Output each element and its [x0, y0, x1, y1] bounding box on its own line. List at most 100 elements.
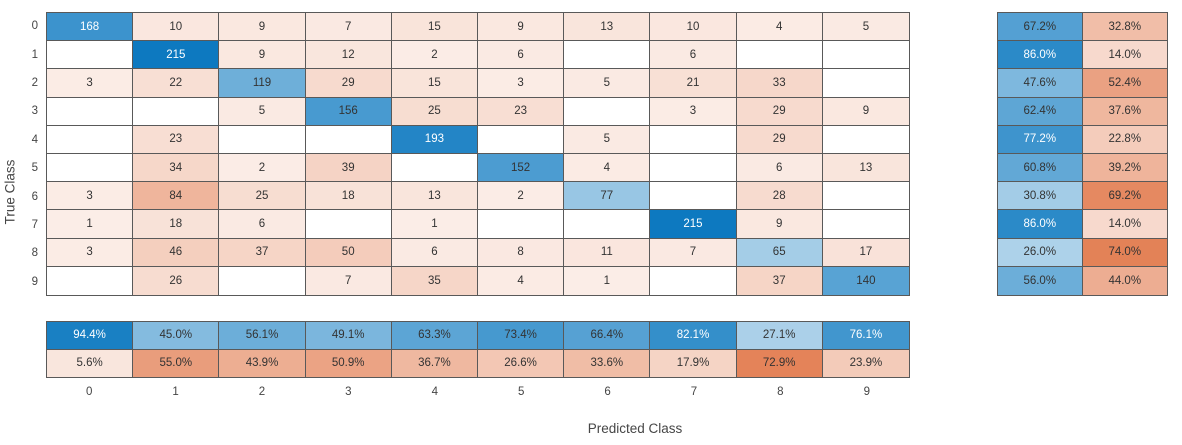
y-tick-label: 2 [31, 76, 38, 89]
row-summary-cell: 56.0% [998, 266, 1083, 295]
matrix-cell [564, 97, 651, 126]
row-summary-cell: 39.2% [1082, 154, 1167, 183]
matrix-cell: 3 [47, 238, 134, 267]
x-tick-label: 9 [863, 386, 870, 398]
x-tick-label: 3 [345, 386, 352, 398]
matrix-cell [477, 125, 565, 154]
matrix-cell: 215 [650, 210, 737, 239]
column-summary-cell: 23.9% [822, 349, 909, 377]
row-summary-cell: 86.0% [998, 210, 1083, 239]
y-tick-label: 6 [31, 190, 38, 203]
matrix-cell: 6 [219, 210, 306, 239]
y-tick-label: 1 [31, 48, 38, 61]
matrix-cell: 6 [650, 41, 737, 70]
row-summary-cell: 37.6% [1082, 97, 1167, 126]
matrix-cell: 5 [564, 125, 651, 154]
matrix-cell: 37 [219, 238, 306, 267]
matrix-cell [219, 125, 306, 154]
matrix-cell: 15 [391, 69, 478, 98]
matrix-cell: 2 [219, 154, 306, 183]
matrix-cell: 21 [650, 69, 737, 98]
column-summary-cell: 17.9% [650, 349, 737, 377]
x-tick-label: 8 [777, 386, 784, 398]
matrix-cell: 7 [305, 266, 392, 295]
matrix-cell: 46 [133, 238, 220, 267]
matrix-cell: 9 [822, 97, 909, 126]
y-tick-label: 8 [31, 247, 38, 260]
matrix-cell: 50 [305, 238, 392, 267]
matrix-cell: 6 [736, 154, 823, 183]
matrix-cell: 215 [133, 41, 220, 70]
matrix-cell: 2 [477, 182, 565, 211]
x-tick-label: 1 [172, 386, 179, 398]
matrix-cell [822, 125, 909, 154]
row-summary-cell: 60.8% [998, 154, 1083, 183]
matrix-cell [564, 41, 651, 70]
confusion-matrix-grid: 168 10 9 7 15 9 13 10 4 5 215 9 12 2 6 6 3 22 119 29 15 3 5 21 3… [46, 12, 910, 296]
matrix-cell [822, 41, 909, 70]
matrix-cell [47, 125, 134, 154]
matrix-cell: 3 [47, 182, 134, 211]
matrix-cell: 37 [736, 266, 823, 295]
matrix-cell: 140 [822, 266, 909, 295]
matrix-cell [822, 69, 909, 98]
y-tick-label: 0 [31, 20, 38, 33]
matrix-cell: 4 [477, 266, 565, 295]
matrix-cell [391, 154, 478, 183]
matrix-cell: 9 [219, 41, 306, 70]
matrix-cell: 1 [47, 210, 134, 239]
matrix-cell [47, 154, 134, 183]
matrix-cell [564, 210, 651, 239]
matrix-cell [305, 210, 392, 239]
matrix-cell: 29 [305, 69, 392, 98]
matrix-cell: 15 [391, 13, 478, 42]
x-tick-label: 7 [690, 386, 698, 398]
column-summary-cell: 66.4% [564, 322, 651, 350]
row-summary-cell: 44.0% [1082, 266, 1167, 295]
row-summary-cell: 62.4% [998, 97, 1083, 126]
matrix-cell: 28 [736, 182, 823, 211]
matrix-cell [650, 182, 737, 211]
matrix-cell: 10 [650, 13, 737, 42]
column-summary-cell: 33.6% [564, 349, 651, 377]
matrix-cell [650, 266, 737, 295]
matrix-cell: 4 [736, 13, 823, 42]
row-summary-cell: 32.8% [1082, 13, 1167, 42]
matrix-cell [736, 41, 823, 70]
matrix-cell [305, 125, 392, 154]
x-tick-label: 2 [258, 386, 266, 398]
matrix-cell: 77 [564, 182, 651, 211]
matrix-cell: 9 [477, 13, 565, 42]
matrix-cell [47, 266, 134, 295]
matrix-cell [650, 125, 737, 154]
matrix-cell: 65 [736, 238, 823, 267]
row-summary-cell: 47.6% [998, 69, 1083, 98]
matrix-cell: 3 [650, 97, 737, 126]
column-summary-cell: 82.1% [650, 322, 737, 350]
matrix-cell [822, 210, 909, 239]
x-axis-label: Predicted Class [587, 421, 683, 436]
y-tick-label: 5 [31, 162, 38, 175]
row-summary-cell: 14.0% [1082, 210, 1167, 239]
row-summary-cell: 14.0% [1082, 41, 1167, 70]
column-summary-cell: 45.0% [133, 322, 220, 350]
matrix-cell: 8 [477, 238, 565, 267]
matrix-cell [477, 210, 565, 239]
row-summary-cell: 77.2% [998, 125, 1083, 154]
matrix-cell [219, 266, 306, 295]
matrix-cell: 2 [391, 41, 478, 70]
y-tick-label: 4 [31, 133, 38, 146]
matrix-cell: 156 [305, 97, 392, 126]
matrix-cell: 6 [477, 41, 565, 70]
row-summary-cell: 22.8% [1082, 125, 1167, 154]
matrix-cell: 35 [391, 266, 478, 295]
row-summary-cell: 74.0% [1082, 238, 1167, 267]
matrix-cell: 84 [133, 182, 220, 211]
matrix-cell: 13 [564, 13, 651, 42]
row-summary-cell: 26.0% [998, 238, 1083, 267]
matrix-cell: 29 [736, 125, 823, 154]
column-summary-cell: 26.6% [477, 349, 565, 377]
column-summary-cell: 55.0% [133, 349, 220, 377]
matrix-cell: 1 [391, 210, 478, 239]
